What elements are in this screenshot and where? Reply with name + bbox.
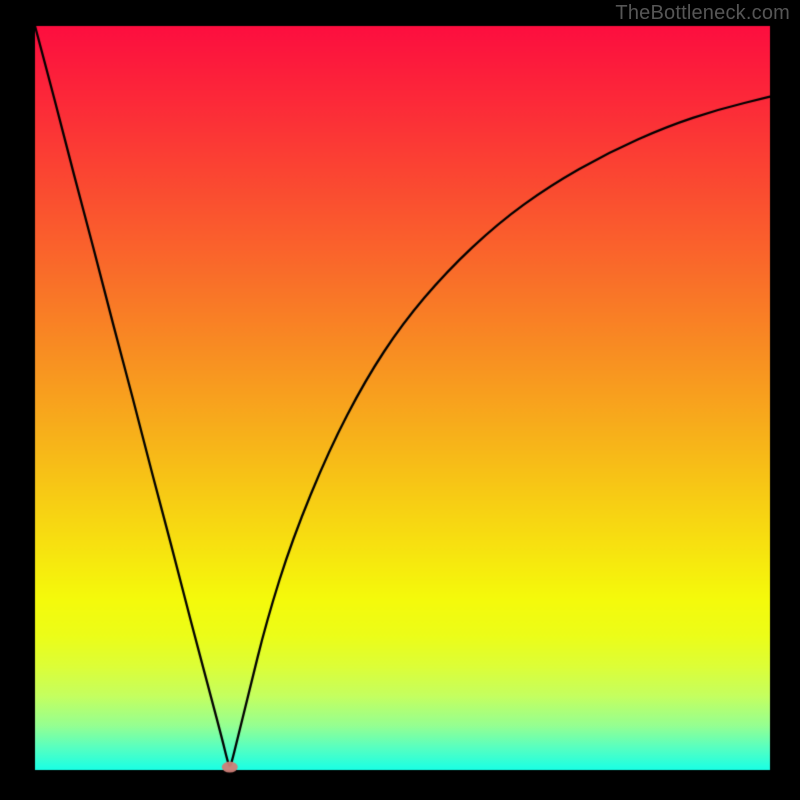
bottleneck-chart-canvas — [0, 0, 800, 800]
attribution-label: TheBottleneck.com — [615, 2, 790, 25]
chart-container: TheBottleneck.com — [0, 0, 800, 800]
